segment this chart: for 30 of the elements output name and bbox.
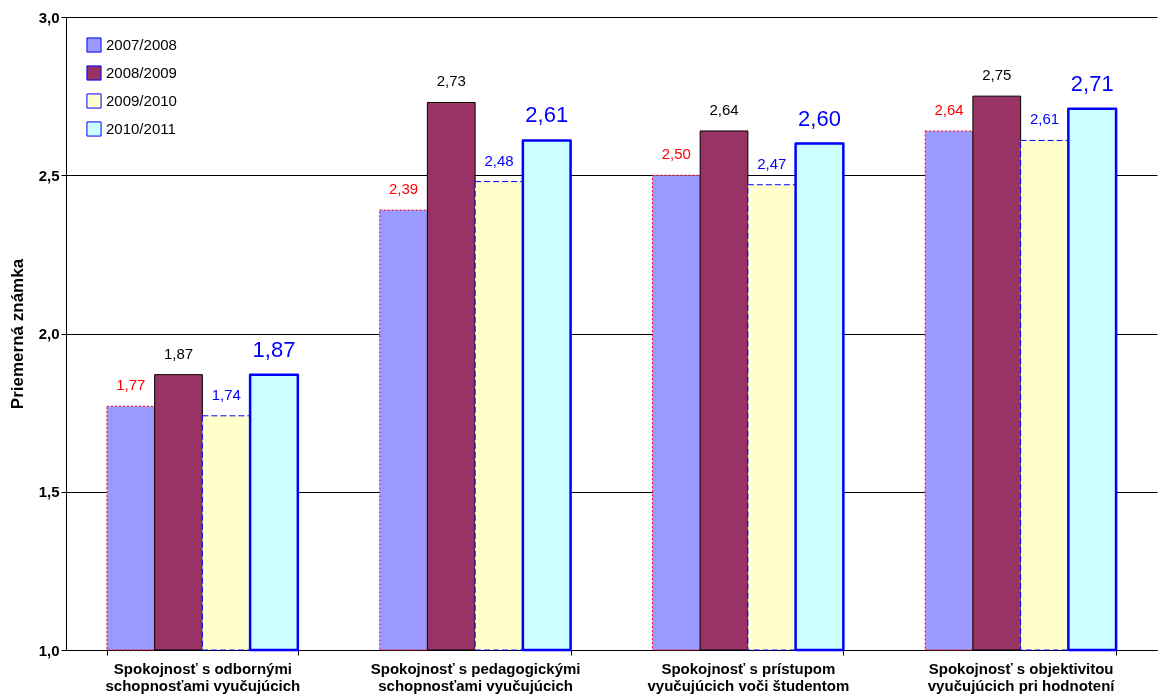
data-label: 2,61	[525, 102, 569, 128]
data-label: 2,71	[1070, 70, 1114, 96]
y-tick-label: 3,0	[38, 8, 60, 26]
data-label: 2,61	[1029, 110, 1060, 128]
legend-label: 2008/2009	[106, 64, 177, 81]
data-label: 2,73	[436, 72, 466, 90]
x-tick-label: Spokojnosť s prístupom vyučujúcich voči študentom	[647, 659, 850, 694]
data-label: 2,39	[388, 180, 419, 198]
y-tick-label: 1,0	[38, 641, 60, 659]
data-label: 2,64	[709, 100, 739, 118]
data-label: 2,47	[757, 154, 787, 172]
y-tick-label: 2,5	[38, 166, 60, 184]
data-label: 2,64	[934, 100, 964, 118]
x-tick-label: Spokojnosť s pedagogickými schopnosťami vyučujúcich	[370, 659, 581, 694]
data-label: 2,60	[798, 105, 841, 131]
data-label: 2,48	[484, 151, 514, 169]
data-label: 2,75	[982, 66, 1012, 84]
data-label: 1,87	[252, 336, 296, 362]
y-tick-label: 1,5	[38, 483, 60, 501]
data-label: 1,87	[163, 344, 194, 362]
y-tick-label: 2,0	[38, 325, 60, 342]
data-label: 2,50	[661, 145, 691, 163]
legend-label: 2007/2008	[106, 36, 177, 53]
x-tick-label: Spokojnosť s odbornými schopnosťami vyučujúcich	[105, 659, 301, 694]
data-label: 1,74	[211, 385, 241, 403]
legend-label: 2010/2011	[106, 120, 176, 137]
data-label: 1,77	[116, 376, 146, 394]
legend-label: 2009/2010	[106, 92, 177, 109]
x-tick-label: Spokojnosť s objektivitou vyučujúcich pri hodnotení	[927, 659, 1116, 694]
y-axis-title: Priemerná známka	[7, 258, 27, 410]
